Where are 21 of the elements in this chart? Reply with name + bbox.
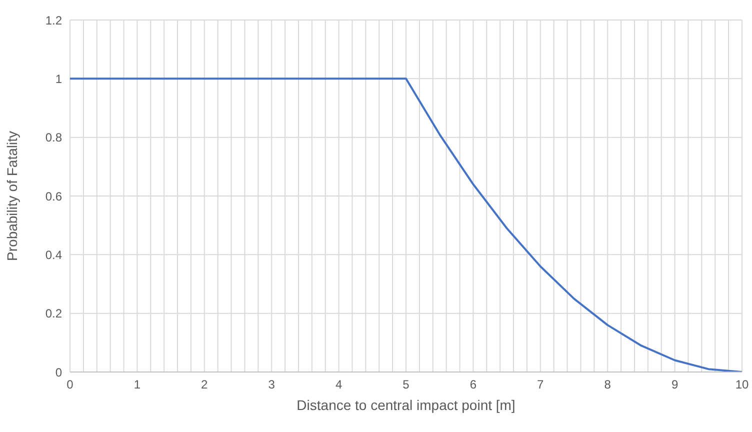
x-tick-label: 3 — [268, 378, 276, 392]
x-tick-label: 2 — [201, 378, 208, 392]
x-tick-label: 5 — [402, 378, 410, 392]
y-tick-label: 0.6 — [45, 189, 62, 204]
y-tick-label: 0.8 — [45, 130, 62, 145]
line-series — [70, 78, 742, 372]
x-tick-label: 9 — [671, 378, 678, 392]
y-tick-label: 1 — [55, 72, 62, 86]
y-tick-label: 0.4 — [45, 248, 62, 262]
x-tick-label: 1 — [134, 378, 141, 392]
x-tick-label: 0 — [66, 378, 74, 392]
y-tick-label: 0.2 — [45, 306, 62, 321]
x-axis-title: Distance to central impact point [m] — [296, 397, 516, 413]
x-tick-label: 7 — [537, 378, 544, 392]
y-axis-title: Probability of Fatality — [4, 131, 20, 261]
x-tick-label: 8 — [604, 378, 612, 392]
y-tick-label: 0 — [55, 365, 62, 380]
y-tick-label: 1.2 — [45, 13, 62, 28]
x-tick-label: 6 — [470, 378, 477, 392]
x-tick-label: 10 — [735, 378, 749, 392]
x-tick-label: 4 — [335, 378, 342, 392]
